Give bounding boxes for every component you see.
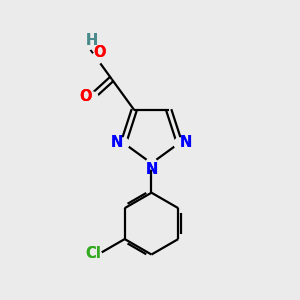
Text: O: O bbox=[93, 45, 106, 60]
Text: N: N bbox=[180, 135, 192, 150]
Text: Cl: Cl bbox=[85, 246, 101, 261]
Text: O: O bbox=[79, 89, 92, 104]
Text: H: H bbox=[86, 33, 98, 48]
Text: N: N bbox=[111, 135, 123, 150]
Text: N: N bbox=[145, 162, 158, 177]
Text: O: O bbox=[93, 45, 106, 60]
Text: N: N bbox=[145, 162, 158, 177]
Text: N: N bbox=[180, 135, 192, 150]
Text: N: N bbox=[111, 135, 123, 150]
Text: H: H bbox=[86, 33, 98, 48]
Text: O: O bbox=[79, 89, 92, 104]
Text: Cl: Cl bbox=[85, 246, 101, 261]
